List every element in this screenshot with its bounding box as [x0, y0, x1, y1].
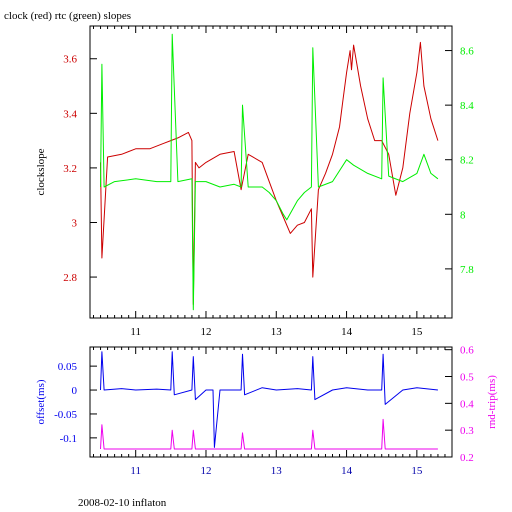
bottom-panel: offset(ms) rnd-trip(ms) 11 12 13 14 15 -0.1 -0… — [35, 345, 498, 477]
bottom-y2-tick-label: 0.2 — [460, 452, 474, 464]
bottom-y2-tick-label: 0.6 — [460, 345, 474, 357]
figure-title: clock (red) rtc (green) slopes — [4, 10, 131, 22]
top-panel: clockslope 11 12 13 14 15 2.8 3 3.2 3.4 3.6 7.8 8 8.… — [35, 25, 474, 338]
bottom-y-tick-label: -0.05 — [54, 409, 77, 421]
bottom-series-1-line — [100, 418, 438, 450]
top-x-tick-label: 13 — [271, 326, 283, 338]
top-y2-tick-label: 7.8 — [460, 264, 474, 276]
top-plot-frame — [89, 25, 453, 319]
top-y2-tick-label: 8 — [460, 209, 466, 221]
bottom-y2-tick-label: 0.5 — [460, 372, 474, 384]
top-y2-tick-label: 8.2 — [460, 155, 474, 167]
top-y-tick-label: 2.8 — [63, 272, 77, 284]
bottom-y2-axis-label: rnd-trip(ms) — [486, 375, 498, 429]
top-series — [100, 33, 439, 311]
top-y-tick-label: 3.4 — [63, 108, 77, 120]
bottom-series — [100, 351, 438, 450]
bottom-series-0-line — [100, 351, 438, 448]
top-y-tick-label: 3.6 — [63, 54, 77, 66]
bottom-y-tick-label: 0.05 — [58, 361, 78, 373]
top-axes: 11 12 13 14 15 2.8 3 3.2 3.4 3.6 7.8 8 8.2 8.4 8.6 — [63, 26, 474, 338]
bottom-x-tick-label: 11 — [130, 465, 141, 477]
top-series-1-line — [100, 33, 439, 311]
top-x-tick-label: 11 — [130, 326, 141, 338]
top-x-tick-label: 14 — [341, 326, 353, 338]
bottom-axes: 11 12 13 14 15 -0.1 -0.05 0 0.05 0.2 0.3 0.4 0.5 0.6 — [54, 345, 474, 477]
bottom-x-tick-label: 12 — [200, 465, 211, 477]
top-x-tick-label: 15 — [411, 326, 423, 338]
bottom-y2-tick-label: 0.3 — [460, 425, 474, 437]
top-y-tick-label: 3 — [72, 217, 78, 229]
bottom-x-tick-label: 15 — [411, 465, 423, 477]
top-y-axis-label: clockslope — [35, 148, 47, 195]
top-y-tick-label: 3.2 — [63, 163, 77, 175]
bottom-y-axis-label: offset(ms) — [35, 379, 47, 424]
bottom-y2-tick-label: 0.4 — [460, 398, 474, 410]
bottom-y-tick-label: -0.1 — [60, 433, 77, 445]
bottom-plot-frame — [89, 346, 453, 458]
top-y2-tick-label: 8.4 — [460, 100, 474, 112]
top-y2-tick-label: 8.6 — [460, 46, 474, 58]
bottom-x-tick-label: 13 — [271, 465, 283, 477]
bottom-y-tick-label: 0 — [72, 385, 78, 397]
bottom-x-tick-label: 14 — [341, 465, 353, 477]
top-x-tick-label: 12 — [200, 326, 211, 338]
figure-footer: 2008-02-10 inflaton — [78, 497, 167, 509]
